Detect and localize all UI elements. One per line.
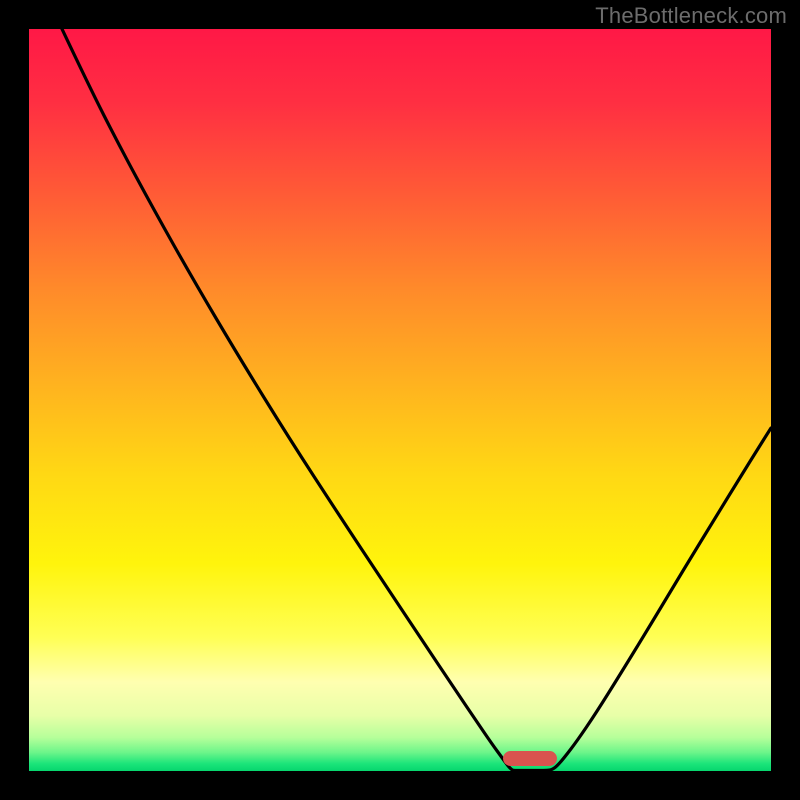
watermark-label: TheBottleneck.com bbox=[595, 3, 787, 29]
bottleneck-curve bbox=[29, 29, 771, 771]
optimal-range-marker bbox=[503, 751, 557, 766]
plot-area bbox=[29, 29, 771, 771]
chart-outer: TheBottleneck.com bbox=[0, 0, 800, 800]
